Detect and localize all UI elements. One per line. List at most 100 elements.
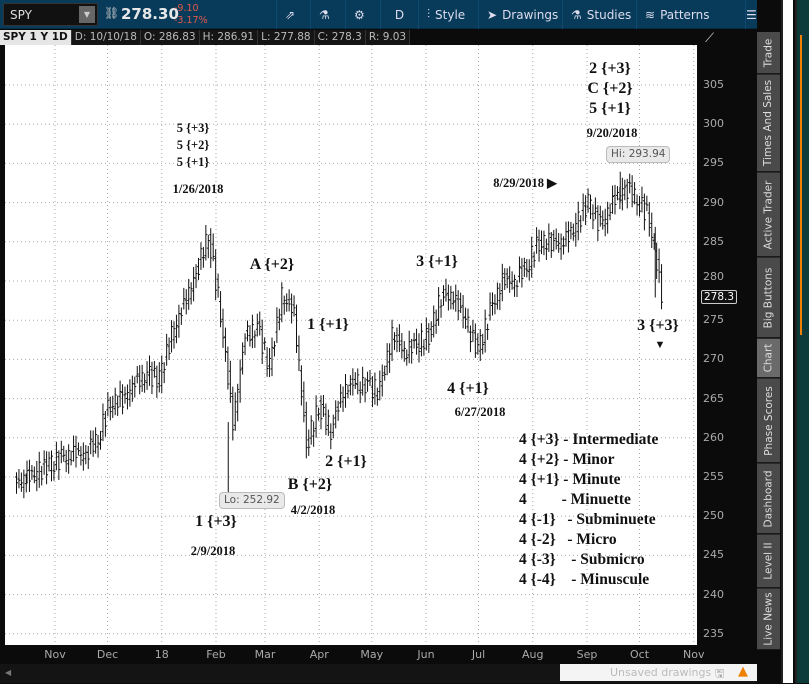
sidebar-tab-active-trader[interactable]: Active Trader bbox=[757, 173, 780, 257]
chevron-down-icon[interactable]: ▼ bbox=[79, 6, 95, 23]
legend-entry: 4 {+3} - Intermediate bbox=[519, 431, 659, 448]
price-tick-label: 295 bbox=[703, 156, 724, 170]
legend-entry: 4 {+2} - Minor bbox=[519, 451, 615, 468]
wave-label: 5 {+3} bbox=[176, 121, 210, 135]
legend-entry: 4 - Minuette bbox=[519, 491, 631, 508]
info-open: O: 286.83 bbox=[140, 30, 200, 45]
style-button[interactable]: ⫶ Style bbox=[418, 0, 473, 29]
sidebar-tab-times-and-sales[interactable]: Times And Sales bbox=[757, 75, 780, 172]
price-axis[interactable]: ⟋ 235 240 245 250 255 260 265 270 275 280 285 290 29… bbox=[697, 31, 757, 645]
time-tick-label: Nov bbox=[44, 648, 66, 661]
wave-date: 1/26/2018 bbox=[172, 182, 224, 196]
sidebar-tab-phase-scores[interactable]: Phase Scores bbox=[757, 379, 780, 463]
patterns-button[interactable]: ≋ Patterns bbox=[636, 0, 718, 29]
link-icon[interactable]: ⛓ bbox=[104, 6, 120, 20]
price-tick-label: 255 bbox=[703, 470, 724, 483]
price-tick-label: 250 bbox=[703, 509, 724, 523]
time-tick-label: Apr bbox=[309, 648, 329, 661]
time-tick-label: Aug bbox=[522, 648, 544, 661]
price-tick-label: 240 bbox=[703, 587, 724, 601]
sidebar-tab-label: Big Buttons bbox=[762, 267, 775, 328]
style-label: Style bbox=[435, 7, 466, 22]
time-tick-label: 18 bbox=[154, 648, 169, 661]
wave-label: 1 {+3} bbox=[195, 513, 237, 530]
patterns-label: Patterns bbox=[660, 7, 710, 22]
sidebar-tab-dashboard[interactable]: Dashboard bbox=[757, 464, 780, 534]
cursor-icon: ➤ bbox=[487, 7, 498, 22]
aggregation-button[interactable]: D bbox=[380, 0, 418, 29]
drawings-label: Drawings bbox=[502, 7, 559, 22]
symbol-input[interactable]: SPY ▼ bbox=[3, 3, 98, 26]
price-tick-label: 235 bbox=[703, 626, 724, 640]
info-low: L: 277.88 bbox=[258, 30, 315, 45]
high-price-bubble: Hi: 293.94 bbox=[606, 146, 671, 163]
side-panel-strip-2 bbox=[795, 0, 809, 683]
sidebar: Trade Times And Sales Active Trader Big But… bbox=[757, 32, 780, 650]
lab-button[interactable]: ⚗ bbox=[310, 0, 338, 29]
unsaved-drawings-label[interactable]: Unsaved drawings bbox=[610, 666, 712, 679]
legend-entry: 4 {-4} - Minuscule bbox=[519, 571, 650, 588]
price-tick-label: 300 bbox=[703, 117, 724, 131]
time-tick-label: Sep bbox=[576, 648, 598, 661]
wave-label: 1 {+1} bbox=[307, 316, 349, 333]
change-pct: -3.17% bbox=[174, 15, 208, 26]
scroll-left-icon[interactable]: ◀ bbox=[5, 668, 12, 677]
share-button[interactable]: ⇗ bbox=[276, 0, 303, 29]
studies-label: Studies bbox=[586, 7, 632, 22]
sidebar-tab-live-news[interactable]: Live News bbox=[757, 589, 780, 650]
wave-date: 8/29/2018 ▶ bbox=[493, 176, 557, 190]
wave-label: B {+2} bbox=[287, 476, 333, 493]
sidebar-tab-level-ii[interactable]: Level II bbox=[757, 535, 780, 588]
wave-date: 4/2/2018 bbox=[290, 503, 336, 517]
price-chart[interactable]: 5 {+3} 5 {+2} 5 {+1} 1/26/2018 A {+2} 1 {+1} 3… bbox=[5, 45, 697, 645]
price-tick-label: 280 bbox=[703, 270, 724, 283]
flask-icon: ⚗ bbox=[319, 7, 330, 22]
autoscale-icon[interactable]: ⟋ bbox=[705, 31, 715, 46]
price-tick-label: 305 bbox=[703, 78, 724, 91]
candle-icon: ⫶ bbox=[427, 7, 431, 21]
time-axis[interactable]: Nov Dec 18 Feb Mar Apr May Jun Jul Aug Sep Oct Nov bbox=[5, 645, 704, 664]
wave-label: 3 {+3} bbox=[637, 317, 679, 334]
sidebar-tab-label: Live News bbox=[762, 592, 775, 646]
info-high: H: 286.91 bbox=[199, 30, 259, 45]
warning-icon[interactable]: ▲ bbox=[738, 664, 748, 679]
info-close: C: 278.3 bbox=[314, 30, 366, 45]
sidebar-tab-label: Times And Sales bbox=[762, 79, 775, 167]
price-tick-label: 265 bbox=[703, 391, 724, 405]
time-tick-label: Nov bbox=[683, 648, 705, 661]
price-tick-label: 290 bbox=[703, 195, 724, 209]
wave-label: 2 {+3} bbox=[589, 60, 631, 77]
wave-label: 5 {+1} bbox=[176, 155, 210, 169]
sidebar-tab-big-buttons[interactable]: Big Buttons bbox=[757, 258, 780, 338]
price-bars bbox=[5, 45, 697, 645]
wave-label: 5 {+1} bbox=[589, 100, 631, 117]
info-range: R: 9.03 bbox=[365, 30, 411, 45]
save-icon[interactable]: 🖫 bbox=[715, 667, 725, 680]
price-tick-label: 260 bbox=[703, 430, 724, 444]
down-arrow-icon: ▼ bbox=[654, 339, 666, 351]
aggregation-label: D bbox=[394, 7, 405, 22]
wave-label: A {+2} bbox=[249, 256, 295, 273]
sidebar-tab-label: Trade bbox=[762, 38, 775, 67]
wave-date: 9/20/2018 bbox=[586, 126, 638, 140]
drawing-status: Unsaved drawings 🖫 ▲ bbox=[560, 664, 757, 681]
studies-button[interactable]: ⚗ Studies bbox=[562, 0, 639, 29]
side-panel-strip bbox=[781, 0, 793, 683]
legend-entry: 4 {-1} - Subminuete bbox=[519, 511, 656, 528]
share-icon: ⇗ bbox=[285, 7, 296, 22]
wave-date: 2/9/2018 bbox=[190, 544, 236, 558]
price-change: -9.10 -3.17% bbox=[174, 3, 208, 27]
time-tick-label: Oct bbox=[629, 648, 650, 661]
settings-button[interactable]: ⚙ bbox=[345, 0, 373, 29]
wave-date: 6/27/2018 bbox=[454, 405, 506, 419]
sidebar-tab-label: Active Trader bbox=[762, 180, 775, 249]
last-price-marker: 278.3 bbox=[701, 290, 738, 305]
price-tick-label: 245 bbox=[703, 548, 724, 562]
drawings-button[interactable]: ➤ Drawings bbox=[478, 0, 566, 29]
wave-label: 4 {+1} bbox=[447, 380, 489, 397]
menu-button[interactable]: ☰ bbox=[745, 0, 757, 29]
sidebar-tab-label: Phase Scores bbox=[762, 385, 775, 456]
sidebar-tab-trade[interactable]: Trade bbox=[757, 32, 780, 74]
wave-label: 3 {+1} bbox=[416, 253, 458, 270]
sidebar-tab-chart[interactable]: Chart bbox=[757, 339, 780, 378]
